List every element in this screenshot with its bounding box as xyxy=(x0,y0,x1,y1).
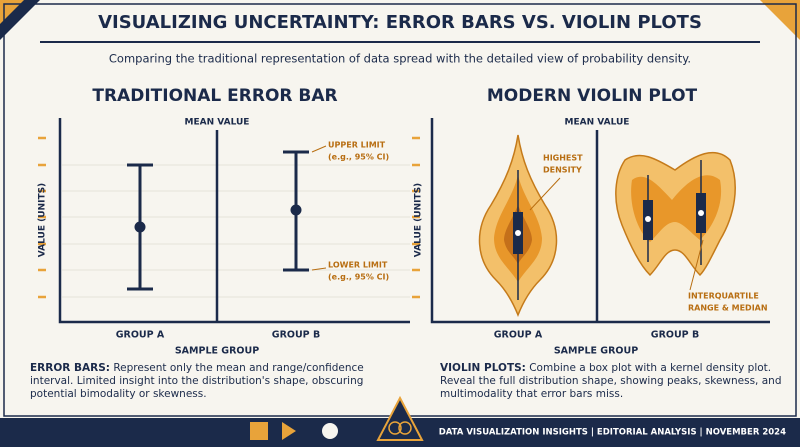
corner xyxy=(0,0,24,24)
note-lead: VIOLIN PLOTS: xyxy=(440,362,526,374)
error-bar xyxy=(127,150,309,291)
tick-marks xyxy=(38,136,46,299)
note-text: Represent only the mean and range/confid… xyxy=(30,362,364,400)
annotation: DENSITY xyxy=(543,166,582,175)
x-tick-label: GROUP A xyxy=(116,330,165,341)
corner xyxy=(760,0,800,40)
median xyxy=(515,230,521,236)
note-text: Combine a box plot with a kernel density… xyxy=(440,362,782,400)
tick-marks xyxy=(412,136,420,299)
note: ERROR BARS: Represent only the mean and … xyxy=(30,362,390,401)
leader xyxy=(529,177,704,291)
annotation: (e.g., 95% CI) xyxy=(328,273,389,282)
footer-text: DATA VISUALIZATION INSIGHTS | EDITORIAL … xyxy=(439,428,786,438)
leader xyxy=(311,145,327,271)
annotation: RANGE & MEDIAN xyxy=(688,304,768,313)
note-lead: ERROR BARS: xyxy=(30,362,110,374)
y-label: VALUE (UNITS) xyxy=(414,183,424,257)
annotation: UPPER LIMIT xyxy=(328,141,386,150)
annotation: (e.g., 95% CI) xyxy=(328,153,389,162)
median xyxy=(698,210,704,216)
x-label: SAMPLE GROUP xyxy=(554,346,638,357)
subtitle: Comparing the traditional representation… xyxy=(109,52,691,66)
x-tick-label: GROUP B xyxy=(651,330,699,341)
annotation: LOWER LIMIT xyxy=(328,261,388,270)
top-label: MEAN VALUE xyxy=(565,118,630,128)
annotation: INTERQUARTILE xyxy=(688,292,759,301)
x-tick-label: GROUP A xyxy=(494,330,543,341)
axes xyxy=(58,118,410,324)
panel-heading: MODERN VIOLIN PLOT xyxy=(487,86,698,106)
annotation: HIGHEST xyxy=(543,154,583,163)
axes xyxy=(430,118,770,324)
panel-heading: TRADITIONAL ERROR BAR xyxy=(92,86,337,106)
x-tick-label: GROUP B xyxy=(272,330,320,341)
top-label: MEAN VALUE xyxy=(185,118,250,128)
note: VIOLIN PLOTS: Combine a box plot with a … xyxy=(440,362,800,401)
x-label: SAMPLE GROUP xyxy=(175,346,259,357)
grid xyxy=(62,164,410,298)
median xyxy=(645,216,651,222)
title: VISUALIZING UNCERTAINTY: ERROR BARS VS. … xyxy=(98,12,702,33)
y-label: VALUE (UNITS) xyxy=(38,183,48,257)
footer-decor xyxy=(250,395,424,441)
